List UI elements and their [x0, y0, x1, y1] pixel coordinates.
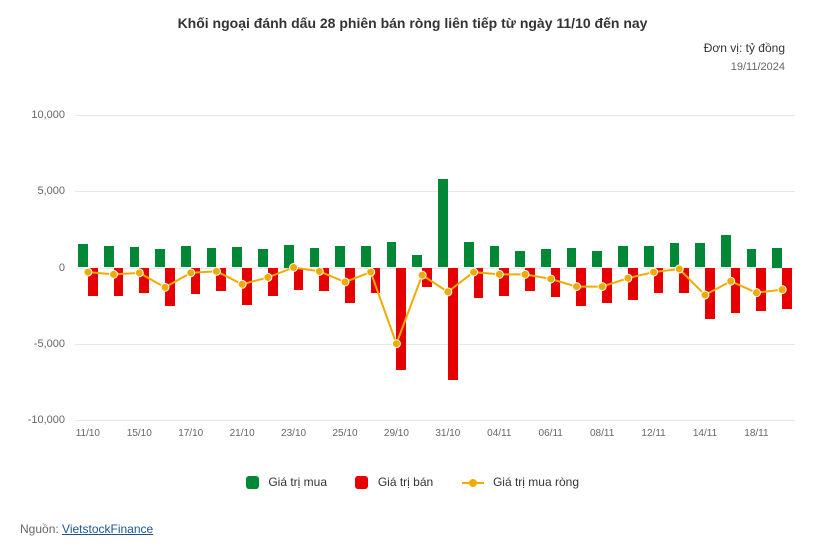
x-tick-label: 31/10 — [435, 428, 460, 439]
y-tick-label: -10,000 — [28, 414, 65, 426]
chart-container: Khối ngoại đánh dấu 28 phiên bán ròng li… — [0, 0, 825, 551]
x-tick-label: 14/11 — [693, 428, 717, 439]
net-line-marker — [444, 288, 452, 296]
net-line-marker — [187, 269, 195, 277]
net-line-marker — [521, 270, 529, 278]
x-tick-label: 08/11 — [590, 428, 614, 439]
x-tick-label: 25/10 — [332, 428, 357, 439]
x-tick-label: 15/10 — [127, 428, 152, 439]
plot-area: -10,000-5,00005,00010,00011/1015/1017/10… — [75, 115, 795, 420]
source-link[interactable]: VietstockFinance — [62, 522, 153, 536]
net-line-marker — [161, 283, 169, 291]
net-line-marker — [778, 286, 786, 294]
x-tick-label: 23/10 — [281, 428, 306, 439]
legend-label-sell: Giá trị bán — [378, 475, 433, 489]
x-tick-label: 11/10 — [76, 428, 100, 439]
y-tick-label: -5,000 — [34, 338, 65, 350]
x-tick-label: 21/10 — [230, 428, 255, 439]
legend-swatch-buy — [246, 476, 259, 489]
net-line-marker — [212, 267, 220, 275]
gridline — [75, 420, 795, 421]
x-tick-label: 06/11 — [539, 428, 563, 439]
source-prefix: Nguồn: — [20, 522, 59, 536]
net-line-marker — [752, 289, 760, 297]
y-tick-label: 0 — [59, 262, 65, 274]
net-line-marker — [341, 278, 349, 286]
net-line-marker — [650, 268, 658, 276]
chart-title: Khối ngoại đánh dấu 28 phiên bán ròng li… — [0, 0, 825, 31]
legend-line-net — [462, 482, 484, 484]
x-tick-label: 17/10 — [178, 428, 203, 439]
net-line-marker — [572, 283, 580, 291]
net-line-marker — [264, 273, 272, 281]
y-tick-label: 5,000 — [37, 185, 65, 197]
x-tick-label: 29/10 — [384, 428, 409, 439]
net-line-marker — [238, 280, 246, 288]
net-line-marker — [315, 267, 323, 275]
unit-label: Đơn vị: tỷ đồng — [0, 41, 825, 55]
net-line-marker — [418, 271, 426, 279]
legend-label-net: Giá trị mua ròng — [493, 475, 579, 489]
x-tick-label: 04/11 — [487, 428, 511, 439]
legend: Giá trị mua Giá trị bán Giá trị mua ròng — [0, 473, 825, 491]
net-line-marker — [135, 269, 143, 277]
net-line-marker — [624, 274, 632, 282]
net-line-marker — [675, 265, 683, 273]
net-line-marker — [367, 268, 375, 276]
net-line-marker — [290, 264, 298, 272]
net-line-marker — [547, 275, 555, 283]
legend-item-sell: Giá trị bán — [355, 475, 433, 489]
source-line: Nguồn: VietstockFinance — [20, 522, 153, 536]
x-tick-label: 12/11 — [641, 428, 665, 439]
net-line-marker — [495, 270, 503, 278]
net-line-marker — [110, 270, 118, 278]
y-tick-label: 10,000 — [31, 109, 65, 121]
net-line-path — [88, 268, 782, 344]
net-line-marker — [727, 277, 735, 285]
legend-swatch-sell — [355, 476, 368, 489]
net-line-svg — [75, 115, 795, 420]
net-line-marker — [598, 283, 606, 291]
net-line-marker — [84, 268, 92, 276]
net-line-marker — [392, 340, 400, 348]
legend-item-net: Giá trị mua ròng — [462, 475, 579, 489]
legend-label-buy: Giá trị mua — [268, 475, 327, 489]
net-line-marker — [701, 291, 709, 299]
net-line-marker — [470, 268, 478, 276]
legend-item-buy: Giá trị mua — [246, 475, 327, 489]
date-label: 19/11/2024 — [0, 61, 825, 73]
x-tick-label: 18/11 — [744, 428, 768, 439]
